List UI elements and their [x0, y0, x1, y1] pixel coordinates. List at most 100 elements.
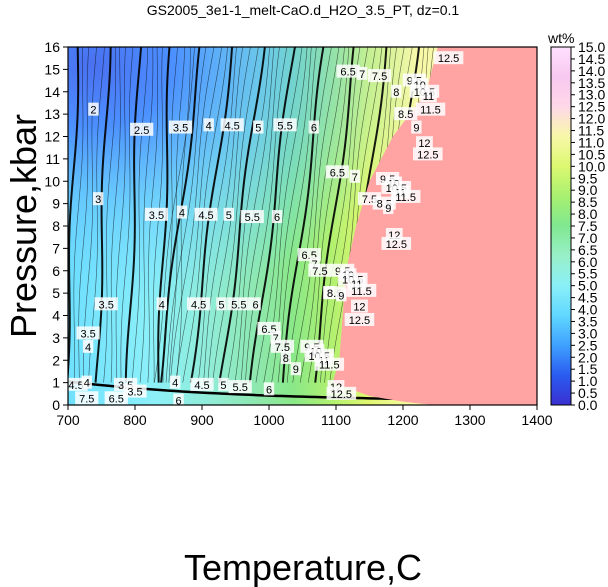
contour-label: 7 — [359, 69, 365, 81]
contour-label: 12.5 — [331, 389, 352, 401]
y-tick-label: 4 — [52, 308, 60, 324]
x-axis-label: Temperature,C — [184, 547, 422, 587]
contour-label-bg — [336, 288, 347, 302]
x-tick-label: 900 — [190, 412, 214, 428]
contour-label: 2.5 — [134, 125, 149, 137]
x-tick-label: 800 — [123, 412, 147, 428]
colorbar-tick-label: 4.0 — [578, 302, 598, 318]
colorbar-tick-label: 14.0 — [578, 63, 605, 79]
contour-label: 7.5 — [312, 266, 327, 278]
colorbar-tick-label: 10.5 — [578, 146, 605, 162]
contour-label: 5.5 — [233, 382, 248, 394]
contour-line — [329, 47, 376, 383]
colorbar-tick-label: 13.0 — [578, 87, 605, 103]
y-tick-label: 3 — [52, 330, 60, 346]
y-tick-label: 5 — [52, 285, 60, 301]
contour-line — [320, 47, 361, 383]
contour-line — [307, 47, 350, 383]
contour-label: 6.5 — [109, 393, 124, 405]
contour-label-bg — [94, 297, 118, 311]
contour-label-bg — [253, 120, 264, 134]
contour-label-bg — [351, 299, 368, 313]
colorbar-ticks: 0.00.51.01.52.02.53.03.54.04.55.05.56.06… — [571, 39, 605, 413]
x-tick-label: 700 — [56, 412, 80, 428]
x-tick-label: 1100 — [321, 412, 351, 428]
colorbar-tick-label: 2.5 — [578, 337, 598, 353]
contour-label-bg — [130, 122, 154, 136]
contour-label: 7.5 — [79, 393, 94, 405]
colorbar-tick-label: 13.5 — [578, 75, 605, 91]
contour-label: 11.5 — [420, 105, 441, 117]
contour-label-bg — [411, 120, 422, 134]
contour-lines — [68, 47, 442, 401]
contour-label: 6 — [266, 384, 272, 396]
contour-label: 12.5 — [386, 239, 407, 251]
contour-line — [277, 47, 317, 383]
contour-label-bg — [82, 339, 94, 353]
contour-line — [169, 47, 215, 383]
contour-label-bg — [263, 382, 275, 396]
y-tick-label: 7 — [52, 240, 60, 256]
contour-label-bg — [309, 257, 320, 271]
contour-label-bg — [203, 118, 214, 132]
contour-label-bg — [88, 102, 99, 116]
contour-label-bg — [123, 384, 147, 398]
contour-label: 9 — [413, 123, 419, 135]
colorbar-tick-label: 8.5 — [578, 194, 598, 210]
colorbar-tick-label: 5.0 — [578, 278, 598, 294]
y-tick-label: 6 — [52, 263, 60, 279]
contour-label-bg — [416, 136, 433, 150]
colorbar — [550, 46, 572, 406]
contour-label-bg — [391, 84, 402, 98]
contour-label: 5 — [226, 210, 232, 222]
contour-label-bg — [336, 64, 360, 78]
contour-label-bg — [75, 391, 99, 405]
contour-label: 4 — [85, 342, 91, 354]
contour-label-bg — [223, 207, 234, 221]
contour-label-bg — [216, 297, 227, 311]
contour-label: 4 — [84, 378, 90, 390]
contour-label: 12.5 — [349, 315, 370, 327]
colorbar-tick-label: 14.5 — [578, 51, 605, 67]
contour-label-bg — [240, 210, 264, 224]
contour-label-bg — [176, 205, 188, 219]
contour-label: 6 — [175, 396, 181, 408]
colorbar-tick-label: 0.5 — [578, 385, 598, 401]
contour-label: 4 — [206, 120, 212, 132]
contour-label: 12 — [418, 138, 430, 150]
colorbar-tick-label: 7.5 — [578, 218, 598, 234]
contour-label-bg — [314, 357, 345, 371]
contour-line — [299, 47, 345, 383]
contour-label-bg — [390, 189, 421, 203]
contour-line — [292, 47, 340, 383]
contour-label: 4.5 — [194, 380, 209, 392]
y-tick-label: 10 — [44, 173, 60, 189]
contour-label: 7 — [273, 333, 279, 345]
contour-label: 5.5 — [277, 120, 292, 132]
contour-label: 5.5 — [231, 299, 246, 311]
contour-label: 3.5 — [127, 387, 142, 399]
contour-label: 4.5 — [191, 299, 206, 311]
contour-label: 3 — [95, 194, 101, 206]
y-tick-label: 11 — [45, 151, 60, 167]
contour-label: 9 — [293, 364, 299, 376]
contour-line — [212, 47, 259, 383]
x-tick-label: 1200 — [387, 412, 418, 428]
contour-label-bg — [326, 386, 357, 400]
colorbar-tick-label: 6.0 — [578, 254, 598, 270]
contour-label-bg — [218, 377, 229, 391]
contour-label: 6.5 — [340, 67, 355, 79]
contour-label-bg — [173, 393, 184, 405]
subsolidus-region — [332, 47, 537, 405]
contour-label-bg — [383, 201, 394, 215]
contour-label-bg — [228, 380, 252, 394]
contour-label: 12.5 — [417, 149, 438, 161]
contour-label: 8 — [393, 87, 399, 99]
contour-line — [286, 47, 332, 383]
x-tick-label: 1300 — [454, 412, 485, 428]
contour-label-bg — [356, 66, 368, 80]
y-tick-label: 14 — [44, 84, 60, 100]
contour-label: 8 — [283, 353, 289, 365]
